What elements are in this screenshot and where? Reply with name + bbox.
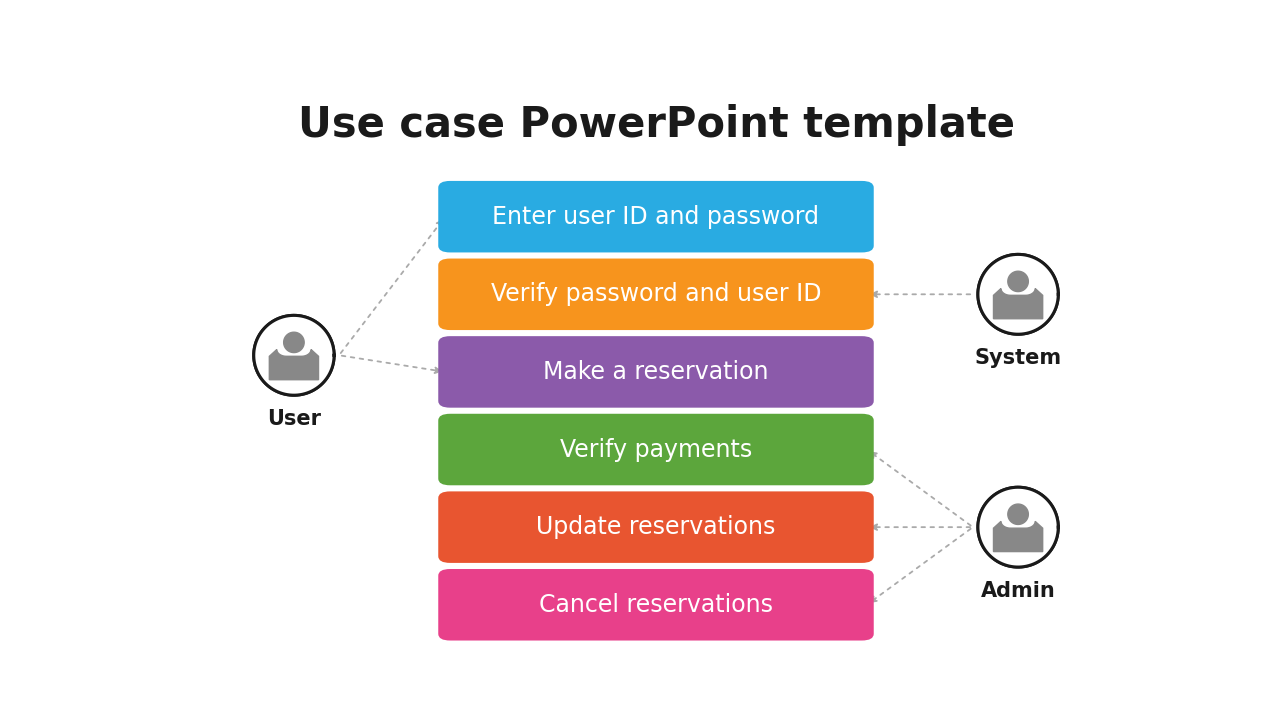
FancyBboxPatch shape	[438, 336, 874, 408]
FancyBboxPatch shape	[438, 181, 874, 253]
Polygon shape	[993, 521, 1043, 552]
Text: System: System	[974, 348, 1061, 368]
Text: User: User	[268, 409, 321, 429]
Polygon shape	[269, 349, 319, 379]
Polygon shape	[978, 254, 1059, 334]
Polygon shape	[1007, 504, 1028, 524]
FancyBboxPatch shape	[438, 258, 874, 330]
Text: Cancel reservations: Cancel reservations	[539, 593, 773, 617]
Polygon shape	[253, 315, 334, 395]
Text: Make a reservation: Make a reservation	[543, 360, 769, 384]
Text: Verify password and user ID: Verify password and user ID	[490, 282, 822, 306]
FancyBboxPatch shape	[438, 569, 874, 641]
Text: Update reservations: Update reservations	[536, 515, 776, 539]
Text: Enter user ID and password: Enter user ID and password	[493, 204, 819, 229]
Text: Verify payments: Verify payments	[559, 438, 753, 462]
Polygon shape	[284, 332, 305, 353]
Polygon shape	[1007, 271, 1028, 292]
FancyBboxPatch shape	[438, 414, 874, 485]
Text: Use case PowerPoint template: Use case PowerPoint template	[297, 104, 1015, 146]
Text: Admin: Admin	[980, 581, 1056, 601]
Polygon shape	[993, 289, 1043, 319]
FancyBboxPatch shape	[438, 491, 874, 563]
Polygon shape	[978, 487, 1059, 567]
